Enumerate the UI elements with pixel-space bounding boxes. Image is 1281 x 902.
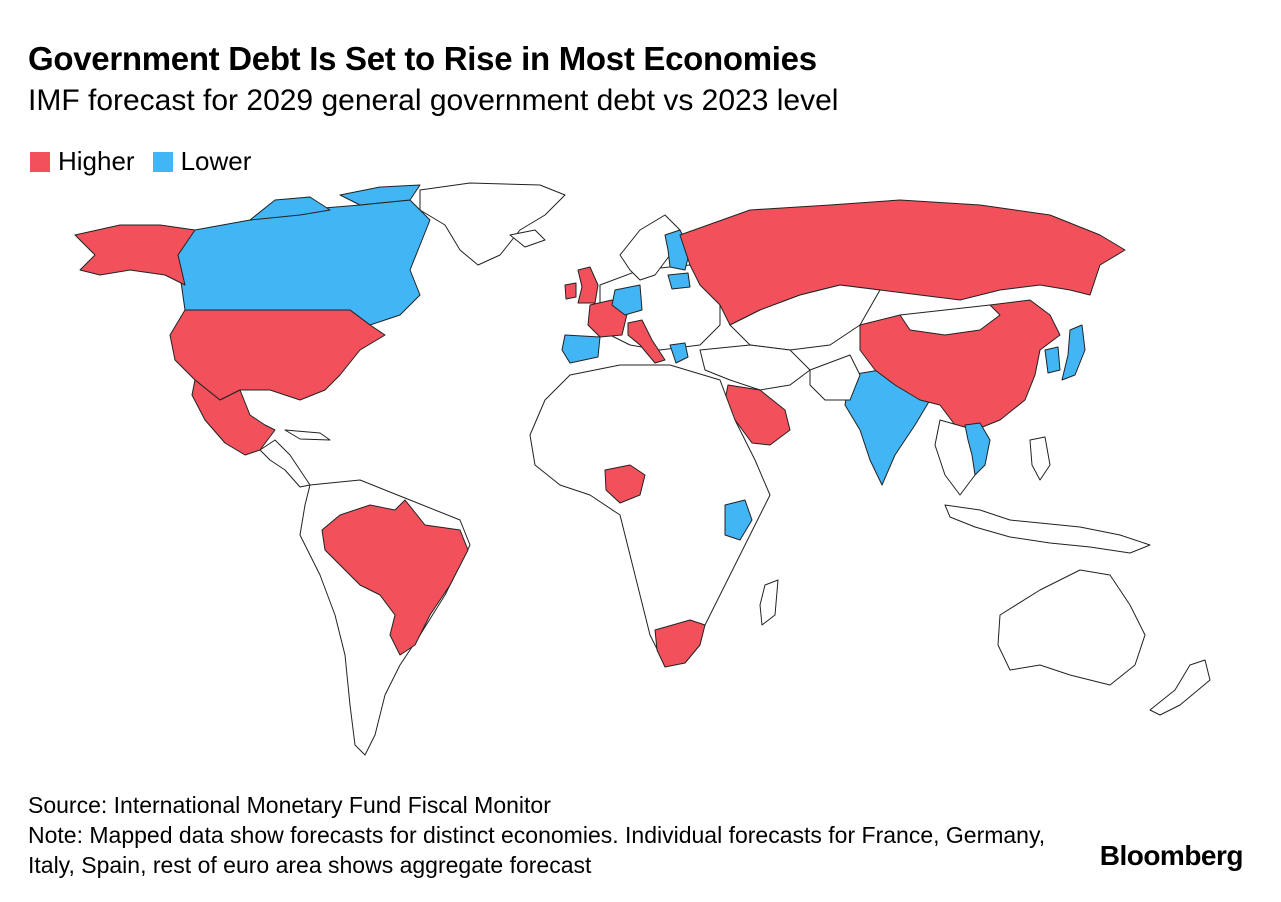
korea [1044, 346, 1061, 374]
philippines [1029, 436, 1051, 481]
south-africa [654, 619, 706, 668]
alaska [74, 224, 196, 286]
germany [611, 284, 643, 316]
footer-notes: Source: International Monetary Fund Fisc… [28, 790, 1058, 880]
legend-item-higher: Higher [30, 146, 135, 177]
ireland [564, 282, 577, 300]
cuba [284, 429, 331, 441]
indonesia [944, 504, 1151, 554]
pakistan [809, 354, 861, 401]
vietnam [964, 422, 991, 476]
madagascar [759, 579, 779, 626]
legend: Higher Lower [30, 146, 251, 177]
italy [627, 319, 666, 364]
greenland [419, 182, 566, 266]
greece [669, 342, 689, 364]
central-america [259, 439, 311, 488]
bloomberg-logo: Bloomberg [1099, 840, 1244, 871]
iceland [509, 229, 546, 248]
note-text: Note: Mapped data show forecasts for dis… [28, 822, 1046, 878]
united-states [169, 309, 386, 401]
canada-islands [249, 184, 421, 221]
middle-east [699, 344, 811, 391]
mexico [191, 379, 276, 456]
source-text: Source: International Monetary Fund Fisc… [28, 792, 551, 818]
japan [1061, 324, 1086, 381]
canada [174, 199, 431, 326]
new-zealand [1149, 659, 1211, 716]
legend-item-lower: Lower [152, 146, 252, 177]
nigeria [604, 464, 646, 504]
legend-swatch-higher [30, 151, 50, 172]
world-map [74, 182, 1211, 756]
spain [561, 334, 601, 364]
legend-swatch-lower [152, 151, 173, 172]
australia [997, 569, 1146, 686]
russia [679, 199, 1126, 326]
kenya [724, 499, 753, 541]
mongolia [899, 304, 1001, 336]
baltic-states [667, 272, 691, 290]
legend-label-lower: Lower [180, 146, 252, 176]
united-kingdom [577, 266, 599, 304]
chart-title: Government Debt Is Set to Rise in Most E… [28, 40, 817, 77]
chart-subtitle: IMF forecast for 2029 general government… [28, 84, 839, 117]
legend-label-higher: Higher [58, 146, 135, 176]
brazil [321, 499, 469, 656]
